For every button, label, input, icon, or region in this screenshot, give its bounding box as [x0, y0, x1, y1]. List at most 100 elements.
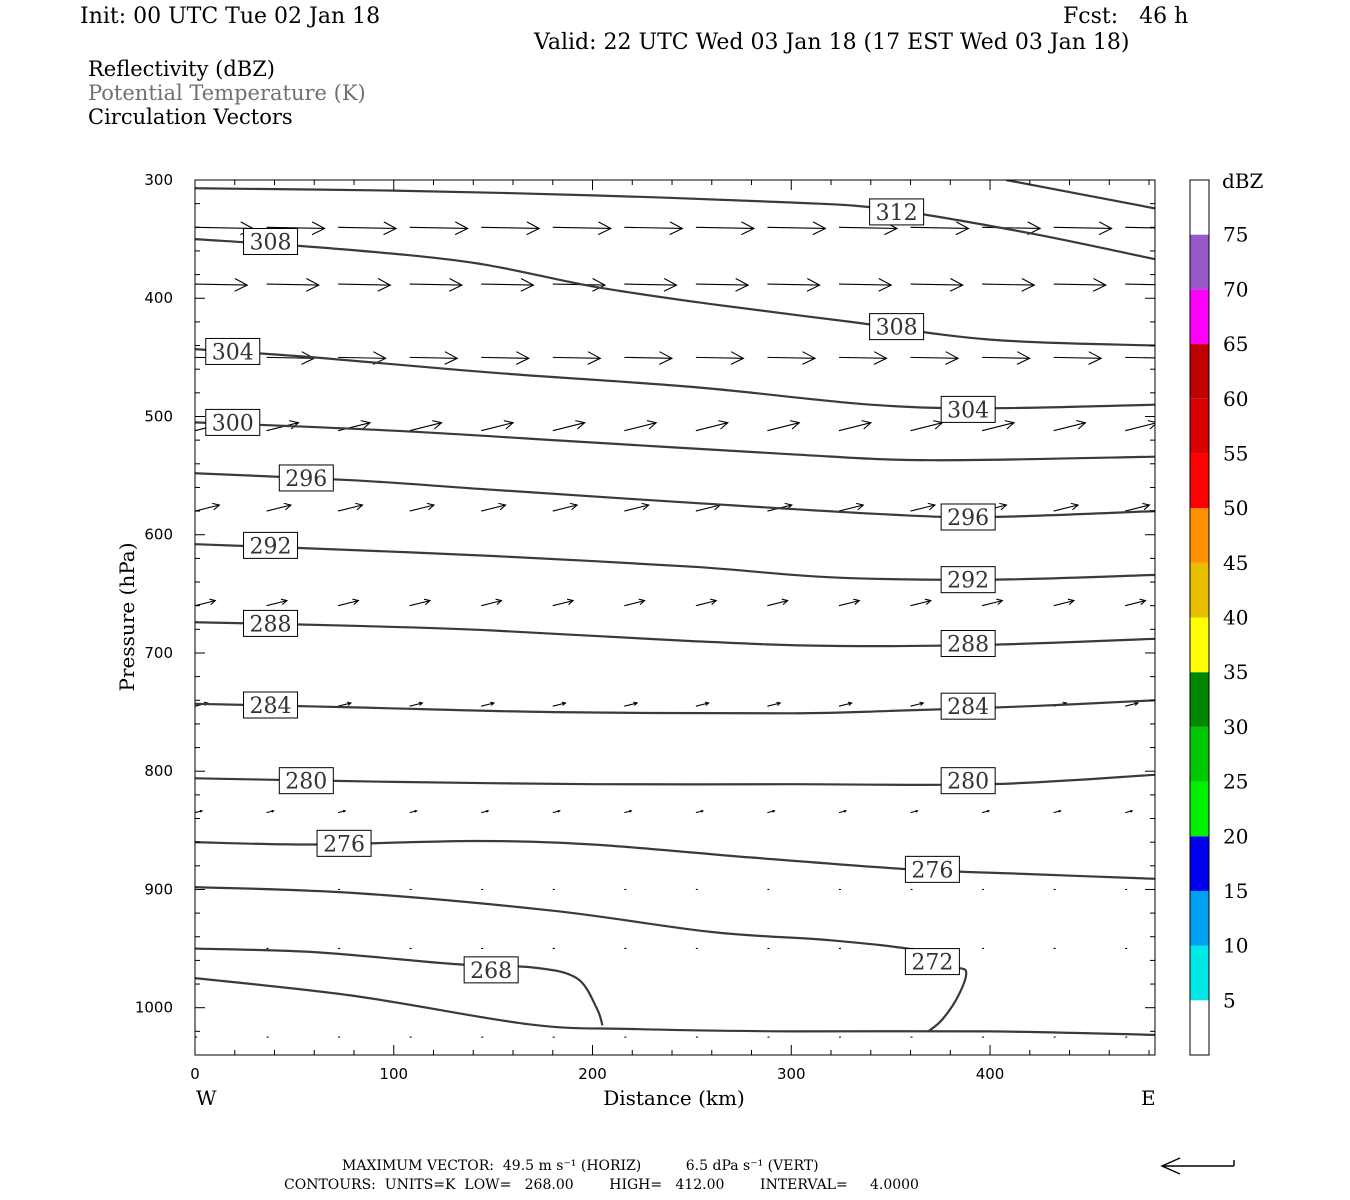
contour-label-272: 272: [904, 948, 960, 976]
circulation-vector-head: [1165, 279, 1178, 292]
circulation-vector-head: [587, 351, 602, 365]
circulation-vector: [1053, 422, 1086, 432]
circulation-vector: [1053, 356, 1102, 359]
y-tick-label: 500: [144, 407, 173, 425]
colorbar-box: [1190, 234, 1209, 290]
circulation-vector-head: [781, 598, 789, 606]
circulation-vector-head: [772, 809, 776, 813]
colorbar-label: 35: [1223, 660, 1248, 684]
colorbar-label: 30: [1223, 715, 1248, 739]
circulation-vector-head: [718, 420, 729, 430]
circulation-vector-head: [955, 221, 970, 236]
circulation-vector: [695, 283, 749, 286]
circulation-vector-head: [878, 278, 893, 292]
circulation-vector-head: [710, 598, 718, 606]
colorbar-box: [1190, 453, 1209, 509]
contour-label-292: 292: [243, 531, 299, 559]
circulation-vector: [838, 504, 864, 512]
circulation-vector: [982, 356, 1030, 359]
circulation-vector: [838, 422, 872, 432]
circulation-vector-head: [986, 809, 991, 813]
circulation-vector: [982, 283, 1035, 286]
colorbar-box: [1190, 945, 1209, 1001]
circulation-vector: [624, 226, 683, 230]
colorbar-label: 20: [1223, 824, 1248, 848]
circulation-vector: [910, 422, 943, 432]
contour-label-268: 268: [463, 956, 519, 984]
circulation-vector-head: [199, 809, 204, 813]
contour-label-284: 284: [940, 692, 996, 720]
circulation-vector: [552, 422, 585, 432]
circulation-vector: [195, 600, 216, 607]
colorbar-box: [1190, 344, 1209, 399]
contour-line-surface: [195, 977, 1155, 1036]
contour-label-308: 308: [243, 227, 299, 255]
circulation-vector: [338, 226, 397, 230]
circulation-vector-head: [495, 598, 503, 606]
circulation-vector: [838, 356, 887, 359]
circulation-vector-head: [999, 502, 1008, 511]
circulation-vector-head: [346, 701, 353, 706]
circulation-vector: [624, 504, 649, 512]
circulation-vector: [409, 226, 468, 230]
circulation-vector: [1125, 283, 1155, 286]
circulation-vector-head: [561, 701, 567, 706]
y-tick-label: 600: [144, 526, 173, 544]
svg-text:296: 296: [947, 506, 989, 531]
contour-line-272: [195, 885, 968, 1033]
colorbar-frame: [1189, 179, 1210, 1056]
circulation-vector-head: [789, 420, 801, 430]
circulation-vector: [552, 504, 578, 512]
circulation-vector: [552, 702, 566, 707]
circulation-vector-head: [355, 502, 364, 511]
circulation-vector: [338, 283, 391, 286]
colorbar-box: [1190, 836, 1209, 891]
contour-label-276: 276: [316, 829, 372, 857]
circulation-vector: [910, 600, 931, 607]
circulation-vector-head: [669, 221, 684, 236]
colorbar-label: 70: [1223, 277, 1248, 301]
circulation-vector: [981, 600, 1003, 607]
circulation-vector: [767, 226, 826, 230]
circulation-vector-head: [557, 809, 561, 813]
circulation-vector: [337, 504, 363, 512]
x-axis-label: Distance (km): [603, 1086, 745, 1110]
circulation-vector-head: [629, 809, 633, 813]
colorbar-box: [1190, 890, 1209, 946]
contour-line-312: [195, 187, 1155, 261]
circulation-vector-head: [1092, 278, 1108, 292]
circulation-vector-head: [414, 809, 418, 813]
x-tick-label: 300: [777, 1065, 806, 1083]
circulation-vector-head: [646, 420, 658, 430]
circulation-vector-head: [1088, 351, 1103, 365]
circulation-vector-head: [915, 809, 919, 813]
circulation-vector-head: [704, 701, 710, 706]
colorbar-label: 45: [1223, 551, 1248, 575]
circulation-vector-head: [305, 278, 321, 292]
circulation-vector: [481, 702, 495, 707]
y-axis-label: Pressure (hPa): [115, 543, 139, 692]
svg-text:284: 284: [947, 695, 989, 720]
circulation-vector: [266, 226, 325, 230]
circulation-vector-head: [426, 502, 436, 511]
circulation-vector: [910, 702, 924, 707]
circulation-vector-head: [1076, 420, 1087, 430]
circulation-vector: [481, 356, 529, 359]
reflectivity-colorbar: 5 10 15 20 25 30 35 40 45 50 55 60 65 70 75 dBZ: [1189, 169, 1264, 1056]
circulation-vector-head: [1004, 420, 1016, 430]
svg-text:304: 304: [947, 398, 989, 423]
circulation-vector: [337, 702, 351, 707]
circulation-vector-head: [843, 809, 848, 813]
contour-label-300: 300: [205, 408, 261, 436]
circulation-vector: [552, 356, 601, 359]
circulation-vector: [695, 356, 744, 359]
circulation-vector-head: [592, 278, 607, 292]
circulation-vector: [624, 356, 672, 359]
circulation-vector: [767, 600, 788, 607]
contour-line-288: [195, 621, 1155, 648]
contour-line-300: [195, 421, 1155, 462]
circulation-vector-head: [1142, 502, 1151, 511]
circulation-vector-head: [1021, 278, 1036, 292]
circulation-vector-head: [280, 598, 289, 606]
